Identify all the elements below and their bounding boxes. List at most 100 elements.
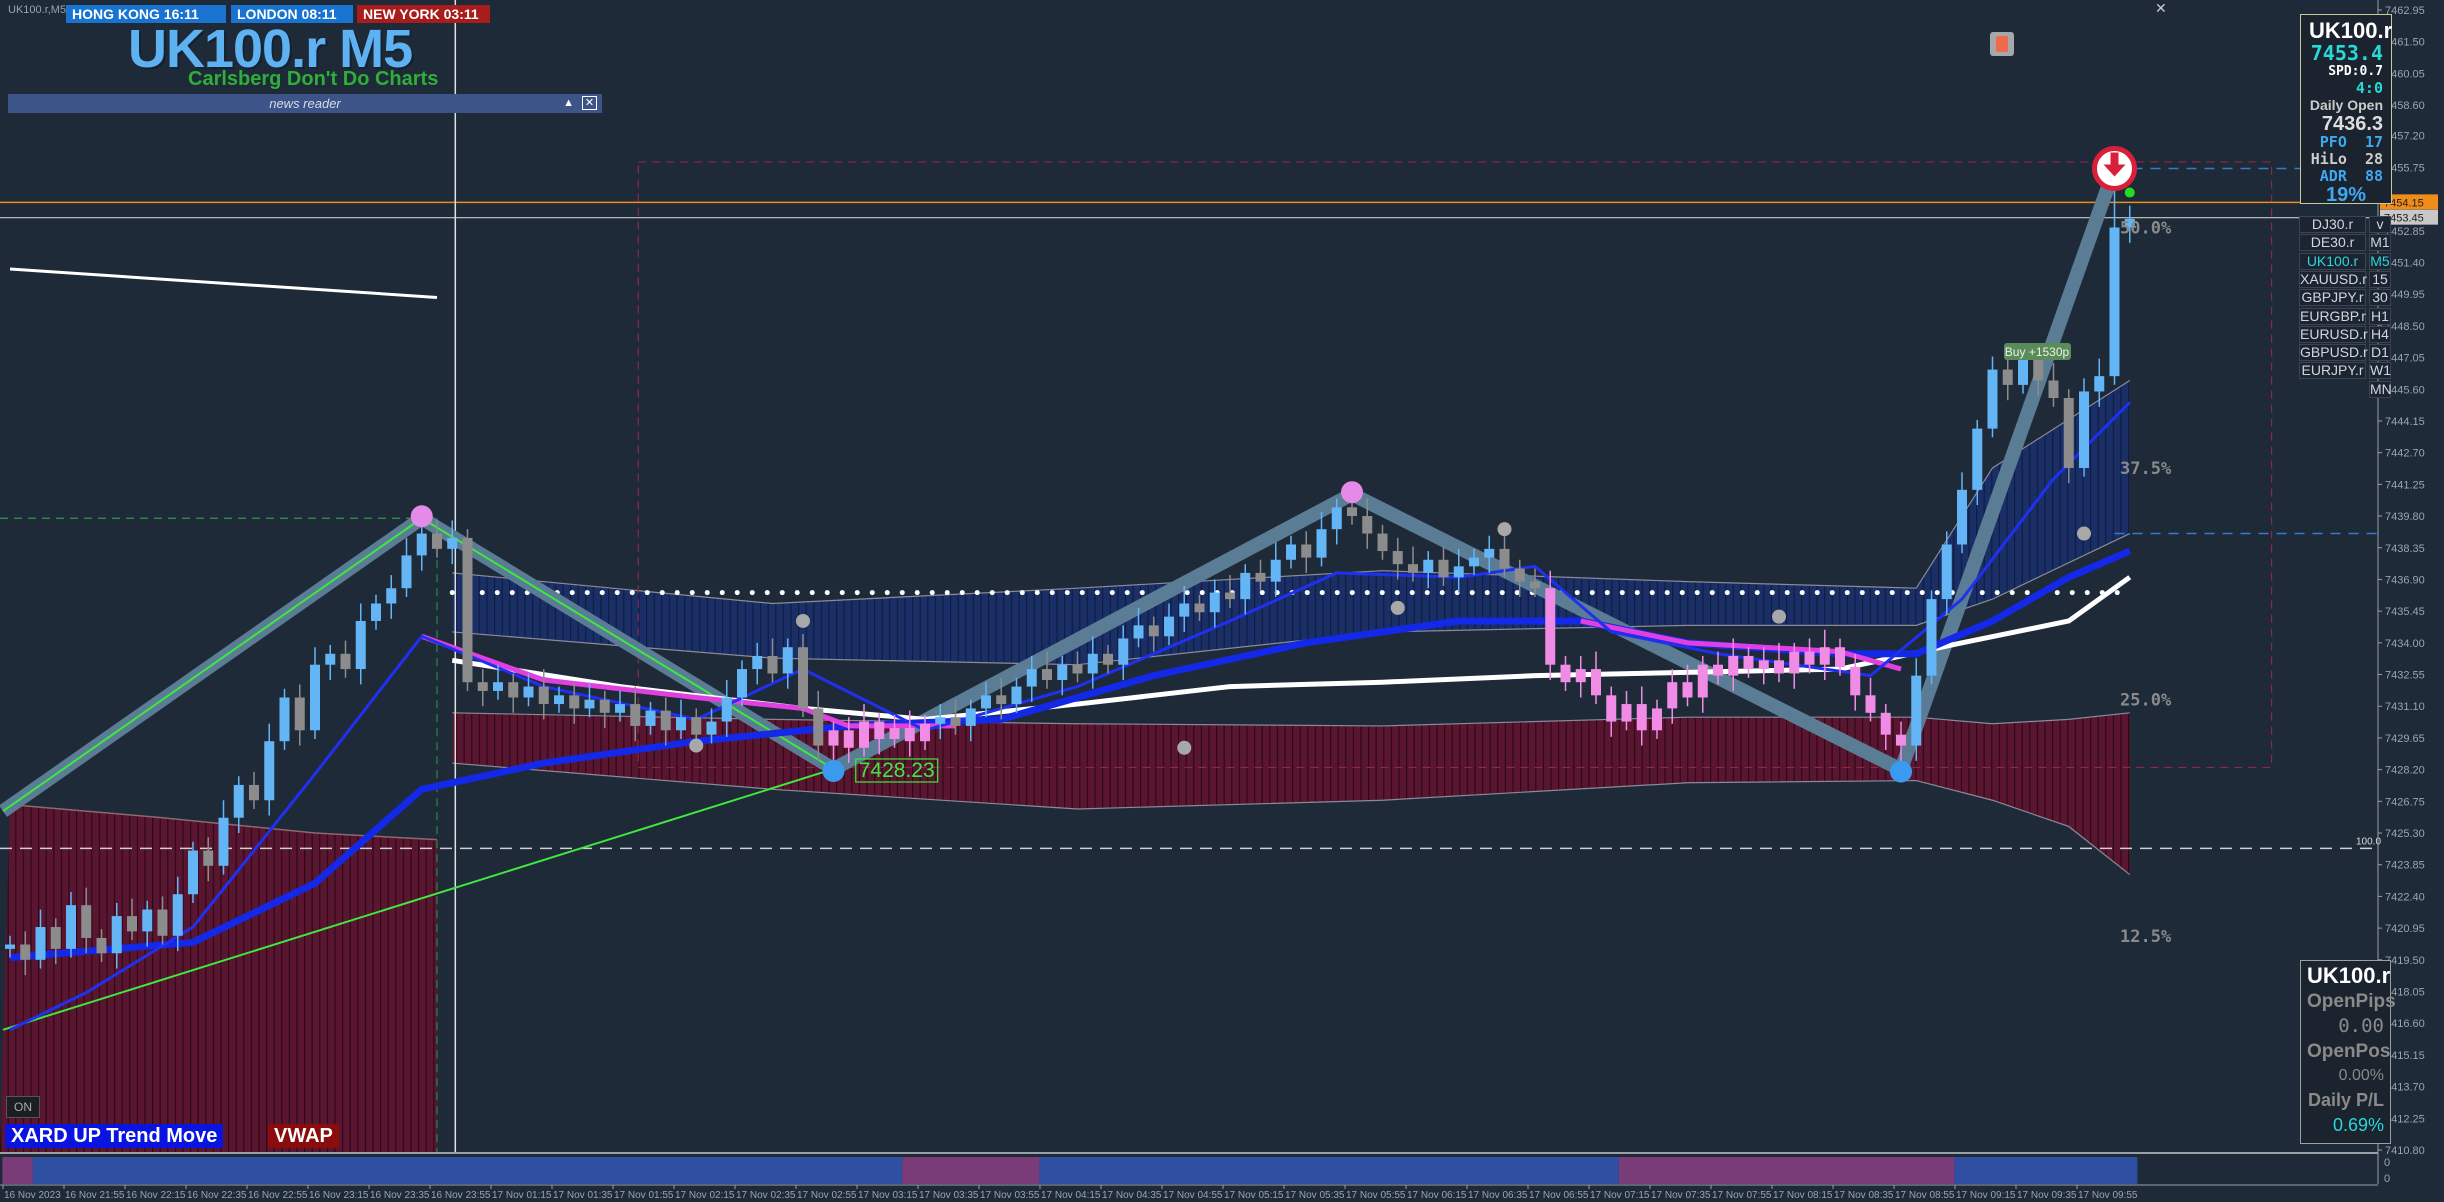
alert-icon[interactable] xyxy=(1990,32,2014,56)
candle-body xyxy=(111,916,122,954)
price-label: 7447.05 xyxy=(2385,353,2425,365)
candle-body xyxy=(233,784,244,818)
symbol-button[interactable]: EURGBP.r xyxy=(2299,307,2366,325)
timeframe-button[interactable]: M5 xyxy=(2369,252,2391,270)
timeframe-button[interactable]: 15 xyxy=(2369,270,2391,288)
price-label: 7439.80 xyxy=(2385,511,2425,523)
candle-body xyxy=(1987,369,1998,429)
candle-body xyxy=(416,533,427,556)
candle xyxy=(401,537,412,597)
candle-body xyxy=(371,603,381,621)
candle xyxy=(1560,655,1571,691)
candle xyxy=(310,647,320,740)
candle-body xyxy=(1347,507,1357,517)
candle-body xyxy=(1499,548,1510,569)
timeframe-button[interactable]: v xyxy=(2369,216,2391,233)
candle xyxy=(1758,647,1769,685)
candle xyxy=(340,640,351,678)
time-label: 17 Nov 07:35 xyxy=(1651,1190,1711,1201)
candle xyxy=(1957,472,1967,554)
candle-body xyxy=(1225,592,1235,600)
timeframe-button[interactable]: D1 xyxy=(2369,344,2391,362)
candle-body xyxy=(2002,369,2013,385)
timeframe-button[interactable]: W1 xyxy=(2369,362,2391,380)
candle xyxy=(935,704,946,740)
fib-label: 37.5% xyxy=(2120,459,2172,479)
news-reader-label: news reader xyxy=(269,96,341,111)
candle xyxy=(1408,546,1418,582)
candle-body xyxy=(1850,666,1861,696)
candle-body xyxy=(859,721,869,748)
candle xyxy=(1286,535,1296,569)
time-label: 17 Nov 01:35 xyxy=(553,1190,613,1201)
candle xyxy=(1819,629,1830,681)
price-label: 7419.50 xyxy=(2385,955,2425,967)
open-pips-value: 0.00 xyxy=(2338,1015,2384,1037)
candle-body xyxy=(340,653,351,670)
collapse-icon[interactable]: ▲ xyxy=(563,97,574,109)
candle xyxy=(1682,664,1693,707)
candle xyxy=(1636,686,1647,746)
time-label: 17 Nov 01:55 xyxy=(614,1190,674,1201)
candle xyxy=(1011,677,1022,713)
symbol-button[interactable]: DJ30.r xyxy=(2299,216,2366,233)
candle xyxy=(1240,564,1251,615)
signal-dot xyxy=(1390,600,1405,615)
candle xyxy=(1606,686,1617,737)
candle-body xyxy=(1941,544,1952,600)
timeframe-button[interactable]: M1 xyxy=(2369,234,2391,252)
time-label: 17 Nov 03:35 xyxy=(919,1190,979,1201)
candle xyxy=(1621,690,1632,731)
daily-pl-label: Daily P/L xyxy=(2307,1090,2384,1110)
timeframe-button[interactable]: 30 xyxy=(2369,289,2391,307)
candle-body xyxy=(249,784,259,801)
candle-body xyxy=(1865,695,1876,713)
candle-body xyxy=(1728,655,1739,676)
symbol-button[interactable]: GBPJPY.r xyxy=(2299,289,2366,307)
candle xyxy=(752,642,763,685)
candle xyxy=(1972,419,1983,506)
fib-label: 12.5% xyxy=(2120,927,2172,947)
timeframe-button[interactable]: H1 xyxy=(2369,307,2391,325)
price-label: 7435.45 xyxy=(2385,606,2425,618)
price-label: 7461.50 xyxy=(2385,37,2425,49)
symbol-button[interactable]: UK100.r xyxy=(2299,252,2366,270)
candle-body xyxy=(1423,559,1434,573)
candle xyxy=(1148,616,1159,652)
price-label: 7444.15 xyxy=(2385,416,2425,428)
symbol-button[interactable]: GBPUSD.r xyxy=(2299,344,2368,362)
on-toggle-button[interactable]: ON xyxy=(6,1096,40,1118)
candle xyxy=(2079,378,2089,477)
symbol-button[interactable]: EURUSD.r xyxy=(2299,325,2368,343)
candle xyxy=(142,900,153,947)
candle-body xyxy=(1575,669,1586,683)
symbol-button[interactable]: XAUUSD.r xyxy=(2299,270,2367,288)
news-reader-bar[interactable]: news reader ▲ ✕ xyxy=(8,94,602,113)
candle-body xyxy=(676,717,686,731)
time-label: 17 Nov 07:55 xyxy=(1712,1190,1772,1201)
candle-body xyxy=(1194,603,1205,613)
candle xyxy=(1362,498,1373,549)
close-icon[interactable]: ✕ xyxy=(582,96,597,110)
candle xyxy=(1514,559,1525,597)
candle xyxy=(1194,594,1205,621)
candle xyxy=(1453,548,1464,593)
candle xyxy=(371,594,381,630)
candle-body xyxy=(1697,664,1708,698)
price-tag xyxy=(2380,209,2438,225)
candle xyxy=(996,677,1007,720)
candle xyxy=(1103,645,1113,674)
time-label: 17 Nov 09:15 xyxy=(1956,1190,2016,1201)
candle xyxy=(965,699,976,742)
symbol-title: UK100.r M5 xyxy=(128,19,413,79)
timeframe-button[interactable]: H4 xyxy=(2369,325,2391,343)
candle xyxy=(111,902,122,969)
timeframe-button[interactable]: MN xyxy=(2369,380,2392,398)
candle-body xyxy=(1621,704,1632,722)
candle-body xyxy=(828,730,839,746)
symbol-button[interactable]: EURJPY.r xyxy=(2299,362,2366,380)
close-icon[interactable]: ✕ xyxy=(2155,0,2167,16)
symbol-button[interactable]: DE30.r xyxy=(2299,234,2366,252)
time-label: 17 Nov 03:55 xyxy=(980,1190,1040,1201)
